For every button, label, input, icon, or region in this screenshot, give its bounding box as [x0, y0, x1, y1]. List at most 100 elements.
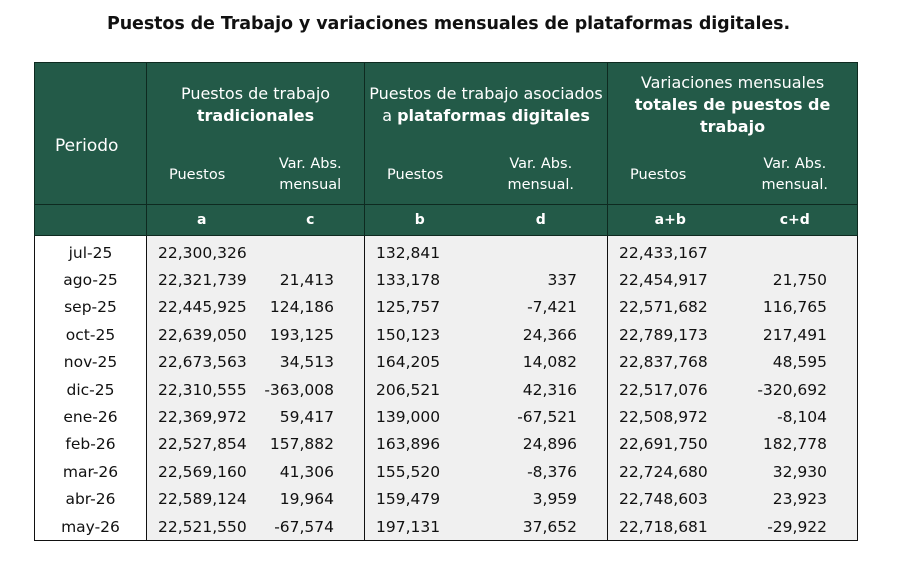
cell-ab: 22,748,603 — [607, 485, 733, 513]
cell-c: 21,413 — [256, 266, 366, 294]
cell-cd: 116,765 — [732, 293, 859, 322]
group-header-total: Variaciones mensuales totales de puestos… — [607, 62, 859, 146]
cell-period: nov-25 — [34, 348, 147, 376]
cell-c: 41,306 — [256, 458, 366, 486]
cell-c: 157,882 — [256, 430, 366, 459]
cell-b: 139,000 — [364, 403, 475, 431]
cell-period: may-26 — [34, 512, 147, 542]
letter-header-ab: a+b — [607, 204, 733, 236]
cell-ab: 22,837,768 — [607, 348, 733, 376]
cell-cd: 217,491 — [732, 321, 859, 349]
cell-a: 22,673,563 — [146, 348, 257, 376]
cell-cd — [732, 235, 859, 267]
subheader-c-line2: mensual — [279, 177, 342, 193]
cell-d: -7,421 — [474, 293, 609, 322]
group-header-digital-bold: plataformas digitales — [397, 105, 590, 125]
period-header: Periodo — [34, 62, 147, 205]
cell-b: 163,896 — [364, 430, 475, 459]
cell-a: 22,569,160 — [146, 458, 257, 486]
cell-d — [474, 235, 609, 267]
jobs-table: Periodo Puestos de trabajo tradicionales… — [34, 62, 859, 542]
group-header-traditional-pre: Puestos de trabajo — [180, 83, 331, 103]
cell-ab: 22,724,680 — [607, 458, 733, 486]
cell-cd: -8,104 — [732, 403, 859, 431]
cell-c: -363,008 — [256, 375, 366, 404]
cell-cd: 182,778 — [732, 430, 859, 459]
table-row: oct-25 22,639,050 193,125 150,123 24,366 22,7… — [34, 321, 859, 349]
cell-b: 125,757 — [364, 293, 475, 322]
subheader-d: Var. Abs. mensual. — [474, 146, 609, 205]
group-header-digital: Puestos de trabajo asociados a plataform… — [364, 62, 609, 146]
subheader-a: Puestos — [146, 146, 257, 205]
cell-c: 124,186 — [256, 293, 366, 322]
cell-d: 42,316 — [474, 375, 609, 404]
cell-c: 59,417 — [256, 403, 366, 431]
cell-cd: 32,930 — [732, 458, 859, 486]
cell-d: 24,366 — [474, 321, 609, 349]
table-row: feb-26 22,527,854 157,882 163,896 24,896 22,6… — [34, 430, 859, 459]
cell-c — [256, 235, 366, 267]
table-row: mar-26 22,569,160 41,306 155,520 -8,376 22,72… — [34, 458, 859, 486]
letter-header-period — [34, 204, 147, 236]
table-row: ago-25 22,321,739 21,413 133,178 337 22,454,9… — [34, 266, 859, 294]
cell-ab: 22,508,972 — [607, 403, 733, 431]
subheader-cd-line2: mensual. — [761, 177, 829, 193]
cell-b: 155,520 — [364, 458, 475, 486]
group-header-traditional-bold: tradicionales — [196, 105, 315, 125]
subheader-ab: Puestos — [607, 146, 733, 205]
cell-ab: 22,433,167 — [607, 235, 733, 267]
subheader-d-line1: Var. Abs. — [509, 156, 573, 172]
group-header-total-pre: Variaciones mensuales — [640, 72, 825, 92]
cell-b: 132,841 — [364, 235, 475, 267]
cell-ab: 22,718,681 — [607, 512, 733, 542]
cell-a: 22,321,739 — [146, 266, 257, 294]
cell-d: -67,521 — [474, 403, 609, 431]
table-row: sep-25 22,445,925 124,186 125,757 -7,421 22,5… — [34, 293, 859, 322]
cell-a: 22,445,925 — [146, 293, 257, 322]
cell-period: oct-25 — [34, 321, 147, 349]
cell-d: 3,959 — [474, 485, 609, 513]
cell-a: 22,639,050 — [146, 321, 257, 349]
cell-cd: 21,750 — [732, 266, 859, 294]
cell-cd: -320,692 — [732, 375, 859, 404]
cell-c: 193,125 — [256, 321, 366, 349]
cell-cd: 23,923 — [732, 485, 859, 513]
letter-header-a: a — [146, 204, 257, 236]
cell-c: 34,513 — [256, 348, 366, 376]
cell-ab: 22,789,173 — [607, 321, 733, 349]
cell-b: 197,131 — [364, 512, 475, 542]
table-row: ene-26 22,369,972 59,417 139,000 -67,521 22,5… — [34, 403, 859, 431]
cell-b: 164,205 — [364, 348, 475, 376]
cell-period: abr-26 — [34, 485, 147, 513]
cell-d: 37,652 — [474, 512, 609, 542]
cell-period: sep-25 — [34, 293, 147, 322]
letter-header-b: b — [364, 204, 475, 236]
cell-period: dic-25 — [34, 375, 147, 404]
subheader-c-line1: Var. Abs. — [278, 156, 342, 172]
cell-a: 22,300,326 — [146, 235, 257, 267]
cell-c: -67,574 — [256, 512, 366, 542]
page-title: Puestos de Trabajo y variaciones mensual… — [106, 14, 791, 34]
cell-a: 22,527,854 — [146, 430, 257, 459]
cell-ab: 22,571,682 — [607, 293, 733, 322]
cell-period: ago-25 — [34, 266, 147, 294]
letter-header-c: c — [256, 204, 366, 236]
group-header-total-bold: totales de puestos de trabajo — [634, 94, 831, 136]
cell-ab: 22,517,076 — [607, 375, 733, 404]
cell-d: 24,896 — [474, 430, 609, 459]
cell-a: 22,521,550 — [146, 512, 257, 542]
subheader-b: Puestos — [364, 146, 475, 205]
table-row: nov-25 22,673,563 34,513 164,205 14,082 22,83… — [34, 348, 859, 376]
table-body: jul-25 22,300,326 132,841 22,433,167 ago-25 2… — [34, 235, 859, 542]
cell-period: jul-25 — [34, 235, 147, 267]
cell-cd: 48,595 — [732, 348, 859, 376]
cell-a: 22,310,555 — [146, 375, 257, 404]
cell-b: 133,178 — [364, 266, 475, 294]
cell-period: ene-26 — [34, 403, 147, 431]
cell-d: 14,082 — [474, 348, 609, 376]
table-row: may-26 22,521,550 -67,574 197,131 37,652 22,7… — [34, 512, 859, 542]
cell-b: 206,521 — [364, 375, 475, 404]
table-row: dic-25 22,310,555 -363,008 206,521 42,316 22,… — [34, 375, 859, 404]
cell-period: feb-26 — [34, 430, 147, 459]
subheader-cd: Var. Abs. mensual. — [732, 146, 859, 205]
